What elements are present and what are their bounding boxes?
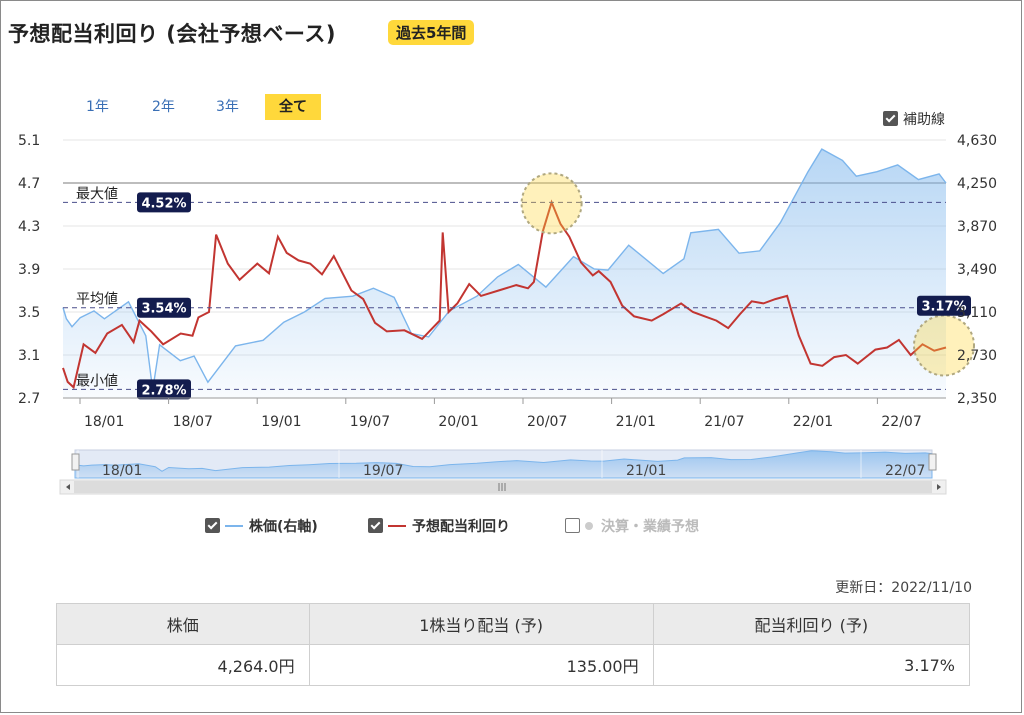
current-value-label: 3.17% xyxy=(921,300,966,315)
navigator-series xyxy=(74,450,933,479)
y-right-tick-label: 3,870 xyxy=(957,219,997,235)
reference-name: 最大値 xyxy=(76,186,118,202)
x-tick-label: 21/07 xyxy=(704,414,744,430)
legend-stock-price-label: 株価(右軸) xyxy=(249,519,318,535)
reference-value: 2.78% xyxy=(141,383,186,398)
navigator-tick-label: 22/07 xyxy=(885,463,925,479)
scroll-left-arrow-icon[interactable] xyxy=(66,484,70,490)
stats-value-price: 4,264.0円 xyxy=(56,644,310,686)
updated-date: 更新日：2022/11/10 xyxy=(835,580,972,596)
x-tick-label: 19/07 xyxy=(350,414,390,430)
navigator-left-handle[interactable] xyxy=(71,453,80,471)
legend-earnings-dot xyxy=(585,522,593,530)
legend-earnings-checkbox[interactable] xyxy=(565,518,580,533)
y-left-tick-label: 2.7 xyxy=(18,391,40,407)
reference-value: 3.54% xyxy=(141,302,186,317)
period-tab-1y[interactable]: 1年 xyxy=(86,99,109,115)
legend-yield-checkbox[interactable] xyxy=(368,518,383,533)
period-tab-3y[interactable]: 3年 xyxy=(216,99,239,115)
reference-name: 平均値 xyxy=(76,292,118,308)
y-left-tick-label: 3.9 xyxy=(18,262,40,278)
legend-earnings-label: 決算・業績予想 xyxy=(601,519,699,535)
y-right-tick-label: 3,110 xyxy=(957,305,997,321)
x-tick-label: 22/07 xyxy=(881,414,921,430)
navigator-right-handle[interactable] xyxy=(928,453,937,471)
y-left-tick-label: 5.1 xyxy=(18,133,40,149)
y-left-tick-label: 3.5 xyxy=(18,305,40,321)
period-tab-all[interactable]: 全て xyxy=(265,94,321,120)
x-tick-label: 20/07 xyxy=(527,414,567,430)
legend-yield-label: 予想配当利回り xyxy=(412,519,510,535)
legend-earnings[interactable]: 決算・業績予想 xyxy=(565,516,699,536)
helper-lines-toggle[interactable]: 補助線 xyxy=(883,109,945,129)
y-left-tick-label: 4.3 xyxy=(18,219,40,235)
x-tick-label: 19/01 xyxy=(261,414,301,430)
x-tick-label: 21/01 xyxy=(616,414,656,430)
helper-lines-checkbox[interactable] xyxy=(883,111,898,126)
y-left-tick-label: 4.7 xyxy=(18,176,40,192)
current-value-box xyxy=(917,295,971,316)
period-tab-2y[interactable]: 2年 xyxy=(152,99,175,115)
stats-header-yield: 配当利回り (予) xyxy=(652,603,971,645)
legend-stock-price-swatch xyxy=(225,525,243,527)
stats-table: 株価 1株当り配当 (予) 配当利回り (予) 4,264.0円 135.00円… xyxy=(56,603,971,686)
reference-value: 4.52% xyxy=(141,196,186,211)
period-badge: 過去5年間 xyxy=(388,20,475,45)
yield-chart[interactable]: 最大値 4.52% 平均値 3.54% 最小値 2.78% 3.17% 5.1 4.7 4.3 3… xyxy=(0,0,1024,500)
reference-value-box xyxy=(137,192,191,213)
y-right-tick-label: 3,490 xyxy=(957,262,997,278)
reference-value-box xyxy=(137,297,191,318)
reference-name: 最小値 xyxy=(76,373,118,389)
x-tick-label: 18/01 xyxy=(84,414,124,430)
stats-header-dividend: 1株当り配当 (予) xyxy=(308,603,654,645)
page-title: 予想配当利回り (会社予想ベース) xyxy=(8,22,336,46)
y-right-tick-label: 4,250 xyxy=(957,176,997,192)
navigator-tick-label: 18/01 xyxy=(102,463,142,479)
navigator-tick-label: 21/01 xyxy=(626,463,666,479)
reference-value-box xyxy=(137,379,191,400)
legend-stock-price[interactable]: 株価(右軸) xyxy=(205,516,318,536)
x-tick-label: 22/01 xyxy=(793,414,833,430)
stats-value-row: 4,264.0円 135.00円 3.17% xyxy=(56,644,971,686)
stats-value-dividend: 135.00円 xyxy=(308,644,654,686)
helper-lines-label: 補助線 xyxy=(903,112,945,128)
navigator-tick-label: 19/07 xyxy=(363,463,403,479)
yield-series-line xyxy=(62,199,947,390)
y-right-tick-label: 2,350 xyxy=(957,391,997,407)
stats-header-price: 株価 xyxy=(56,603,310,645)
y-left-tick-label: 3.1 xyxy=(18,348,40,364)
stats-value-yield: 3.17% xyxy=(652,644,971,686)
stats-header-row: 株価 1株当り配当 (予) 配当利回り (予) xyxy=(56,603,971,645)
current-highlight-circle xyxy=(913,314,975,377)
y-right-tick-label: 2,730 xyxy=(957,348,997,364)
legend-stock-price-checkbox[interactable] xyxy=(205,518,220,533)
navigator-scrollbar-thumb xyxy=(74,481,932,493)
x-tick-label: 20/01 xyxy=(438,414,478,430)
legend-yield[interactable]: 予想配当利回り xyxy=(368,516,510,536)
x-tick-label: 18/07 xyxy=(173,414,213,430)
legend-yield-swatch xyxy=(388,525,406,527)
y-right-tick-label: 4,630 xyxy=(957,133,997,149)
scroll-right-arrow-icon[interactable] xyxy=(937,484,941,490)
max-highlight-circle xyxy=(520,172,583,235)
